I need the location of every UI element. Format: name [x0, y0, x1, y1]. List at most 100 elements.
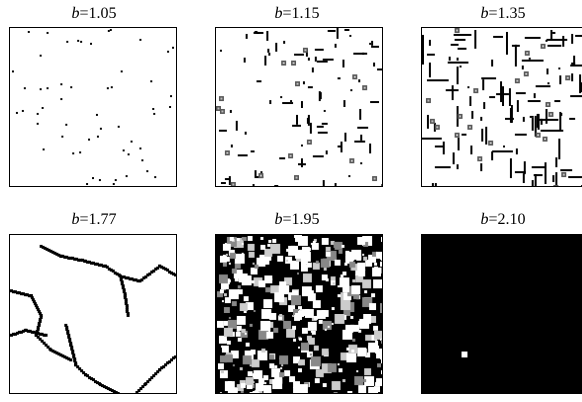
cell-segment [250, 150, 255, 153]
cell-chain [64, 323, 68, 327]
cell-block [380, 355, 382, 360]
cell-block [236, 315, 246, 325]
cell-chain [31, 298, 35, 302]
cell-block [247, 243, 255, 251]
cell-cluster-core [292, 62, 295, 65]
lattice-panel-5 [215, 234, 383, 394]
cell-chain [125, 306, 129, 310]
cell-block [300, 264, 308, 272]
cell-block [348, 344, 358, 354]
cell-chain [37, 321, 41, 325]
cell-chain [92, 261, 95, 265]
cell-chain [162, 266, 166, 270]
cell-block [269, 363, 275, 369]
cell-block [236, 329, 240, 333]
panel-background [216, 28, 382, 186]
cell-chain [112, 390, 116, 393]
cell-chain [61, 254, 65, 258]
cell-segment [314, 48, 324, 51]
cell-chain [65, 327, 69, 331]
cell-block [218, 335, 227, 344]
cell-block [365, 259, 373, 267]
cell-block [264, 382, 267, 385]
cell-chain [30, 296, 34, 300]
cell-block [239, 367, 243, 371]
cell-segment [274, 185, 279, 186]
cell-block [307, 321, 317, 331]
cell-segment [555, 157, 558, 168]
cell-segment [264, 55, 267, 66]
cell-segment [307, 86, 313, 89]
cell-block [315, 285, 323, 293]
cell-cluster-core [489, 142, 492, 145]
cell-chain [97, 263, 101, 267]
cell-chain [69, 343, 73, 347]
cell-segment [461, 133, 467, 136]
cell-segment [467, 86, 470, 89]
cell-chain [166, 361, 170, 365]
cell-segment [558, 67, 561, 70]
cell-block [246, 383, 253, 390]
cell-block [237, 289, 243, 295]
cell-block [291, 295, 301, 306]
cell-block [300, 261, 306, 267]
cell-chain [49, 348, 53, 352]
cell-block [364, 290, 368, 294]
cell-chain [72, 355, 76, 359]
cell-block [302, 389, 305, 392]
cell-segment [534, 115, 537, 137]
cell-chain [44, 343, 48, 347]
cell-chain [33, 302, 37, 306]
cell-cluster-core [456, 29, 459, 32]
cell-chain [170, 271, 174, 275]
panel-title-var: b [71, 5, 80, 22]
cell-chain [38, 319, 42, 323]
cell-block [236, 237, 240, 241]
cell-segment [509, 158, 512, 179]
cell-chain [74, 363, 78, 367]
cell-chain [70, 347, 74, 351]
cell-chain [38, 312, 42, 315]
cell-block [217, 363, 224, 370]
cell-block [298, 306, 302, 311]
cell-block [221, 300, 224, 303]
cell-segment [531, 166, 546, 169]
cell-block [374, 262, 378, 266]
cell-mark [152, 107, 155, 110]
cell-segment [377, 68, 382, 71]
cell-chain [124, 300, 128, 304]
cell-block [279, 314, 283, 317]
cell-chain [11, 332, 15, 336]
cell-chain [115, 272, 119, 276]
cell-block [240, 383, 246, 389]
cell-segment [571, 33, 574, 44]
cell-chain [154, 372, 158, 376]
cell-segment [282, 102, 294, 105]
cell-block [242, 236, 247, 241]
cell-block [321, 274, 328, 281]
cell-segment [492, 150, 513, 153]
cell-block [225, 253, 228, 256]
cell-block [257, 350, 268, 361]
cell-mark [139, 147, 142, 150]
panel-title-6: b=2.10 [418, 211, 582, 229]
cell-block [365, 334, 372, 341]
cell-block [343, 309, 351, 316]
cell-cluster-core [546, 103, 549, 106]
cell-mark [117, 125, 120, 128]
cell-block [347, 391, 353, 393]
panel-title-var: b [274, 211, 283, 228]
cell-segment [228, 176, 231, 186]
cell-block [299, 310, 304, 315]
cell-block [260, 236, 264, 240]
cell-chain [93, 262, 97, 266]
cell-segment [314, 56, 317, 62]
cell-chain [78, 367, 82, 371]
cell-segment [447, 61, 469, 64]
cell-chain [152, 374, 156, 378]
cell-segment [531, 180, 534, 186]
cell-chain [57, 253, 61, 257]
cell-chain [63, 355, 67, 359]
cell-chain [150, 376, 154, 380]
cell-mark [150, 80, 153, 83]
